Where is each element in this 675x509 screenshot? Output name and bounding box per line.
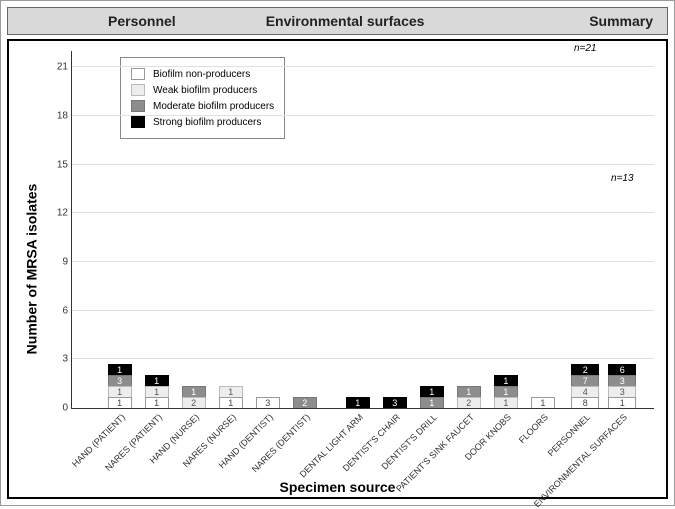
y-tick: 21	[57, 62, 72, 73]
bar-segment-strong: 1	[420, 386, 444, 397]
category-bar: 11NARES (NURSE)	[219, 386, 243, 408]
category-bar: 3DENTIST'S CHAIR	[383, 397, 407, 408]
bar-segment-strong: 6	[608, 364, 636, 375]
gridline	[72, 310, 654, 311]
bar-segment-weak: 4	[571, 386, 599, 397]
bar-segment-mod: 3	[108, 375, 132, 386]
category-bar: 1DENTAL LIGHT ARM	[346, 397, 370, 408]
category-bar: 21HAND (NURSE)	[182, 386, 206, 408]
gridline	[72, 358, 654, 359]
bar-annotation: n=13	[611, 173, 634, 184]
category-bar: 111DOOR KNOBS	[494, 375, 518, 408]
gridline	[72, 66, 654, 67]
category-bar: 3HAND (DENTIST)	[256, 397, 280, 408]
category-bar: 21PATIENT'S SINK FAUCET	[457, 386, 481, 408]
bar-segment-strong: 3	[383, 397, 407, 408]
y-tick: 0	[62, 403, 72, 414]
y-tick: 3	[62, 354, 72, 365]
bar-segment-mod: 1	[494, 386, 518, 397]
bars-layer: 1131HAND (PATIENT) 111NARES (PATIENT) 21HA…	[72, 51, 654, 408]
bar-segment-non: 1	[145, 397, 169, 408]
y-tick: 6	[62, 305, 72, 316]
bar-segment-weak: 3	[608, 386, 636, 397]
group-header: Personnel Environmental surfaces Summary	[7, 7, 668, 35]
category-bar: 11DENTIST'S DRILL	[420, 386, 444, 408]
bar-annotation: n=21	[574, 43, 597, 54]
y-tick: 18	[57, 110, 72, 121]
y-axis-label: Number of MRSA isolates	[23, 184, 39, 355]
bar-segment-mod: 7	[571, 375, 599, 386]
bar-segment-non: 3	[256, 397, 280, 408]
category-bar: 1FLOORS	[531, 397, 555, 408]
gridline	[72, 164, 654, 165]
bar-segment-mod: 3	[608, 375, 636, 386]
bar-segment-weak: 1	[219, 386, 243, 397]
category-bar: 111NARES (PATIENT)	[145, 375, 169, 408]
category-bar: 1131HAND (PATIENT)	[108, 364, 132, 408]
y-tick: 12	[57, 208, 72, 219]
header-personnel: Personnel	[8, 13, 176, 29]
bar-segment-non: 1	[531, 397, 555, 408]
gridline	[72, 261, 654, 262]
bar-segment-strong: 1	[346, 397, 370, 408]
gridline	[72, 212, 654, 213]
bar-segment-strong: 1	[108, 364, 132, 375]
bar-segment-weak: 2	[457, 397, 481, 408]
bar-segment-strong: 2	[571, 364, 599, 375]
bar-segment-mod: 1	[182, 386, 206, 397]
y-tick: 9	[62, 256, 72, 267]
bar-segment-mod: 1	[420, 397, 444, 408]
chart-panel: Number of MRSA isolates Specimen source …	[7, 39, 668, 499]
bar-segment-non: 1	[219, 397, 243, 408]
bar-segment-weak: 1	[108, 386, 132, 397]
bar-segment-mod: 1	[457, 386, 481, 397]
bar-segment-non: 1	[108, 397, 132, 408]
y-tick: 15	[57, 159, 72, 170]
header-summary: Summary	[589, 13, 667, 29]
category-label: FLOORS	[517, 412, 550, 445]
summary-bar: 1336ENVIRONMENTAL SURFACES	[608, 364, 636, 408]
header-env: Environmental surfaces	[176, 13, 425, 29]
summary-bar: 8472PERSONNEL	[571, 364, 599, 408]
bar-segment-non: 1	[608, 397, 636, 408]
figure-outer: Personnel Environmental surfaces Summary…	[0, 0, 675, 506]
x-axis-label: Specimen source	[9, 479, 666, 495]
category-bar: 2NARES (DENTIST)	[293, 397, 317, 408]
plot-area: Biofilm non-producersWeak biofilm produc…	[71, 51, 654, 409]
bar-segment-non: 8	[571, 397, 599, 408]
bar-segment-strong: 1	[494, 375, 518, 386]
gridline	[72, 115, 654, 116]
bar-segment-strong: 1	[145, 375, 169, 386]
bar-segment-weak: 2	[182, 397, 206, 408]
bar-segment-weak: 1	[494, 397, 518, 408]
bar-segment-mod: 2	[293, 397, 317, 408]
bar-segment-weak: 1	[145, 386, 169, 397]
